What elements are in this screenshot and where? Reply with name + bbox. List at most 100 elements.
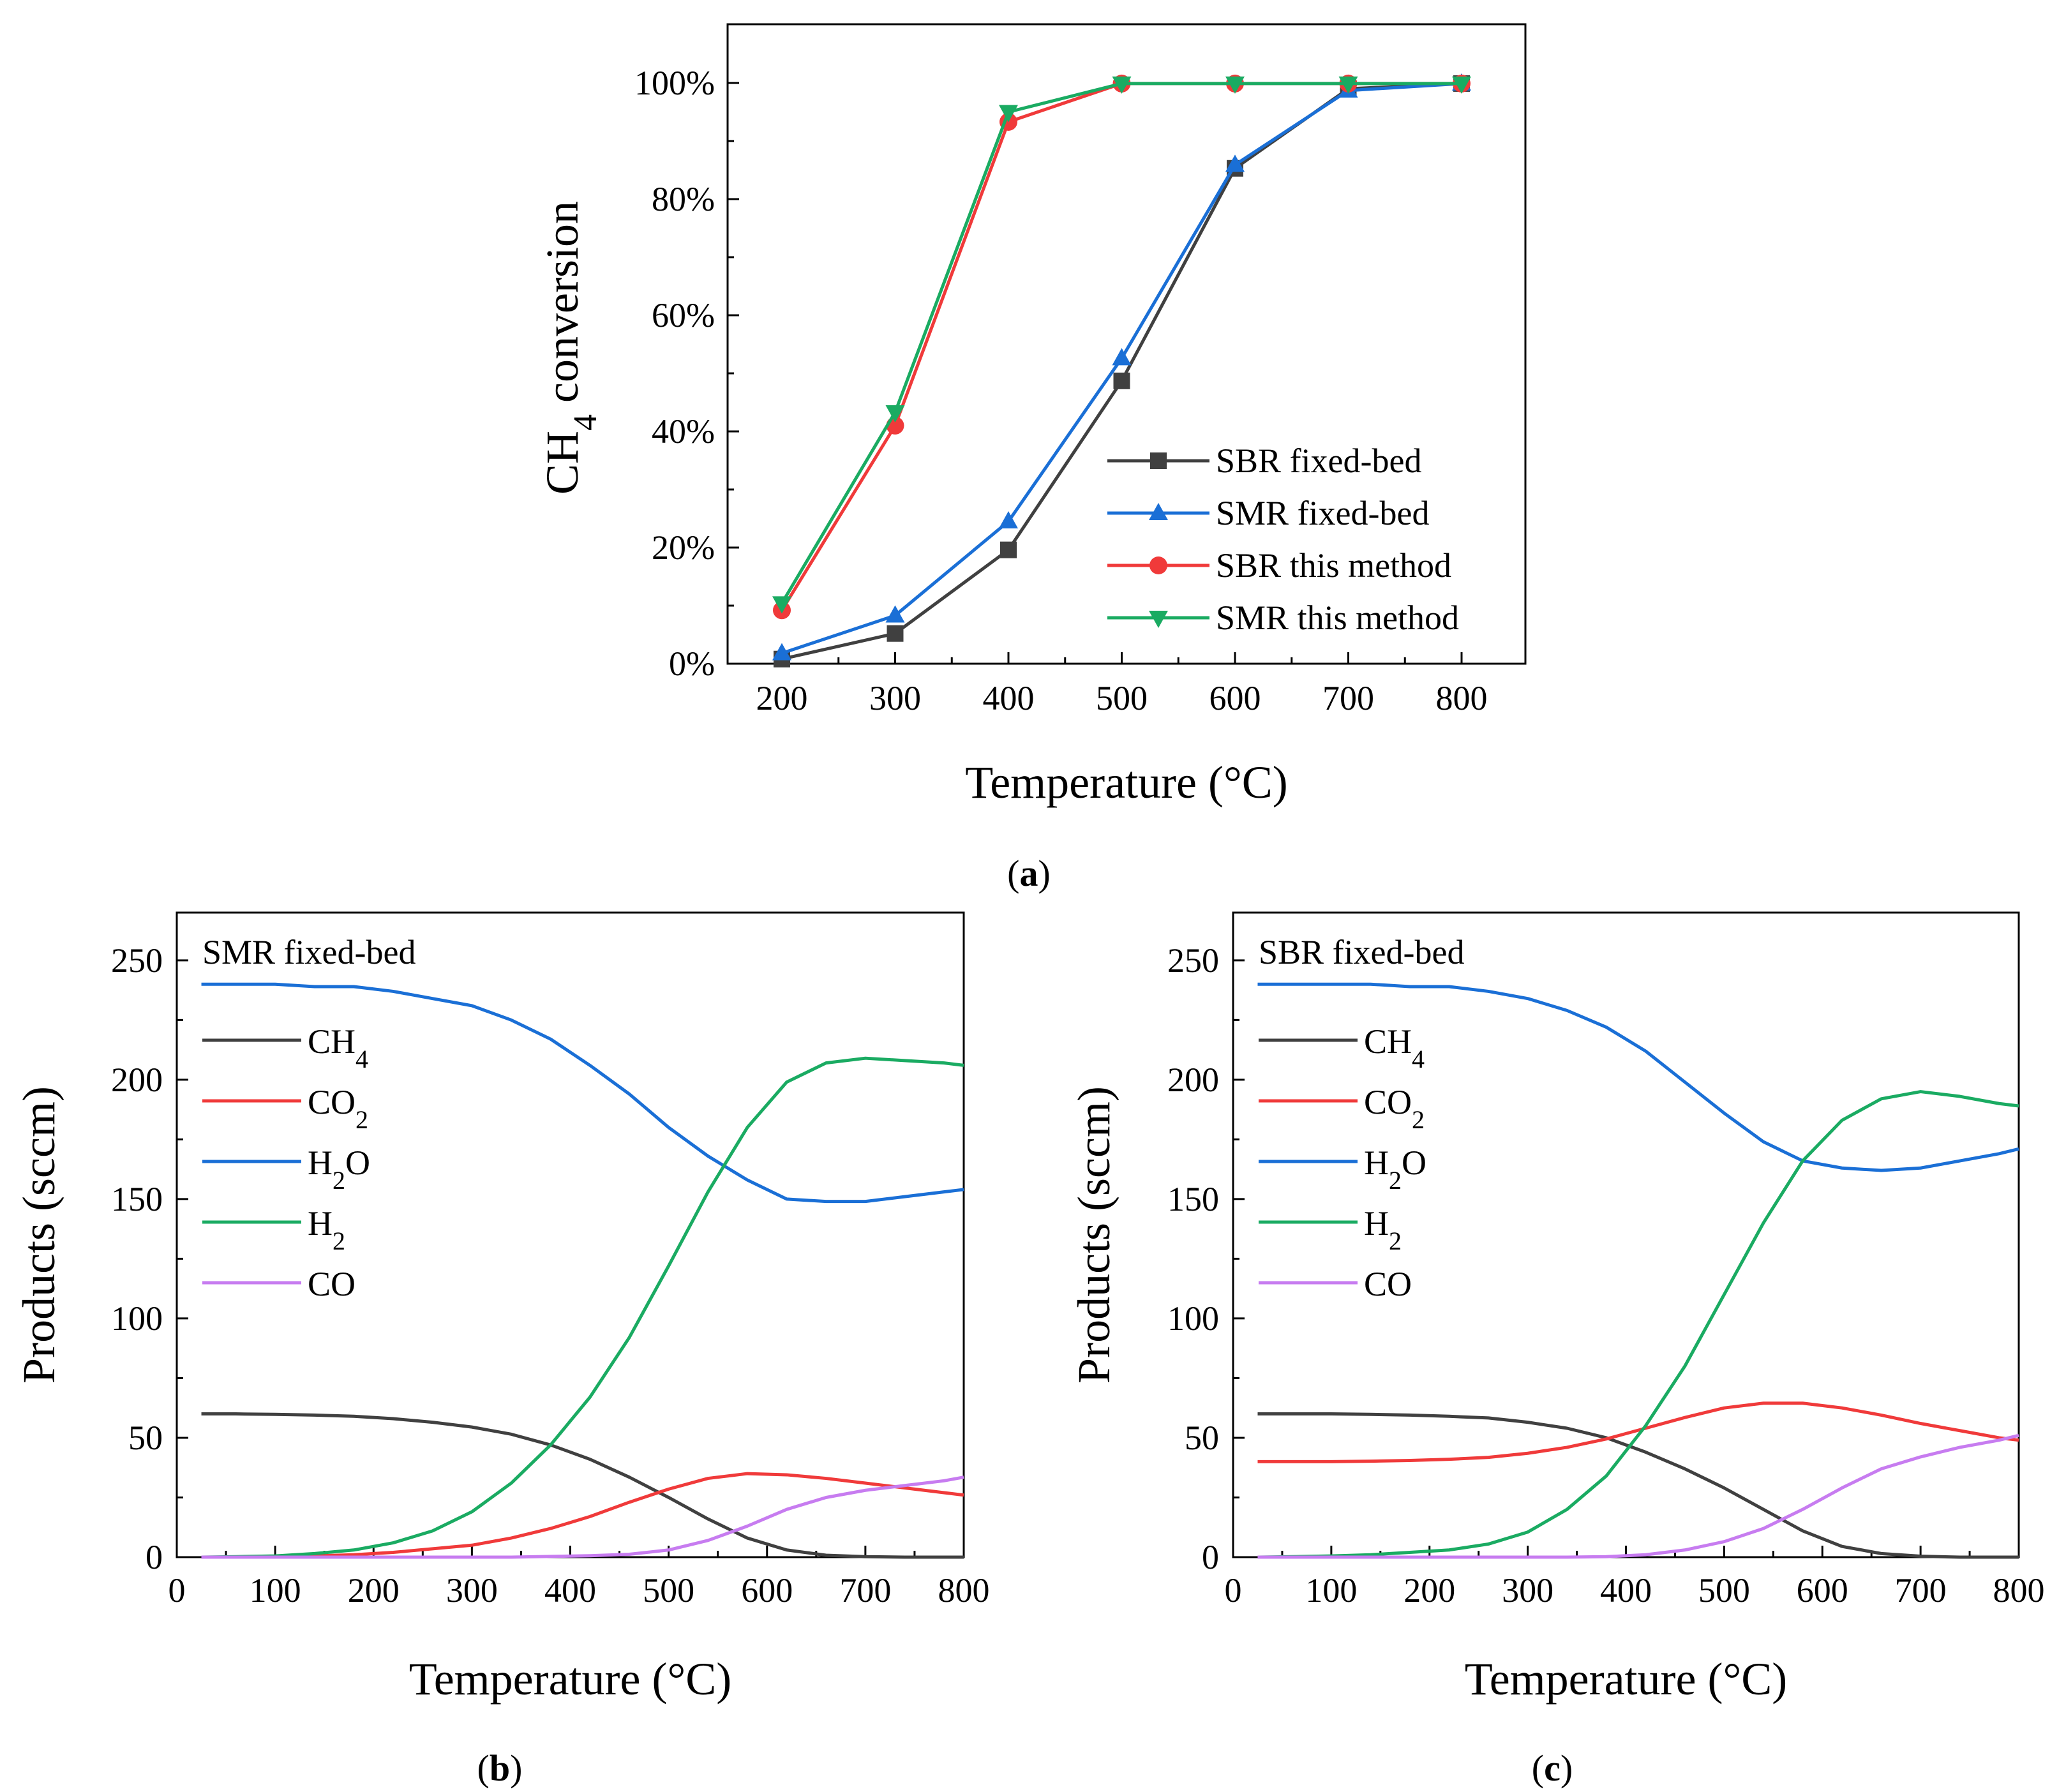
y-tick-label: 250 xyxy=(1167,941,1219,980)
y-tick-label: 0 xyxy=(146,1538,163,1576)
data-point-triangle-down xyxy=(1112,76,1132,94)
plot-title: SBR fixed-bed xyxy=(1259,933,1464,971)
legend-label: SMR fixed-bed xyxy=(1216,494,1429,532)
panel-a: 200 300 400 500 600 700 800 0% 20% 40% 60% 80% 100% T… xyxy=(537,23,1527,894)
legend-label: CH4 xyxy=(1364,1022,1425,1073)
legend-label: CO xyxy=(1364,1265,1412,1303)
x-tick-label: 800 xyxy=(1436,679,1488,717)
legend-label: CO xyxy=(308,1265,356,1303)
data-point-square xyxy=(1150,452,1167,469)
x-tick-label: 400 xyxy=(544,1571,596,1609)
y-tick-label: 150 xyxy=(1167,1180,1219,1218)
series-line xyxy=(1257,982,2019,1172)
plot-frame-a xyxy=(726,23,1527,665)
y-tick-label: 80% xyxy=(652,180,715,218)
data-point-square xyxy=(1113,372,1130,389)
x-tick-label: 300 xyxy=(446,1571,498,1609)
x-tick-label: 600 xyxy=(741,1571,793,1609)
y-tick-label: 100% xyxy=(634,64,715,102)
data-point-triangle-down xyxy=(1338,76,1358,94)
x-tick-label: 700 xyxy=(1895,1571,1947,1609)
series-line xyxy=(1257,1090,2019,1559)
series-h2 xyxy=(1257,1090,2019,1559)
x-tick-label: 300 xyxy=(1502,1571,1553,1609)
data-point-triangle-down xyxy=(1452,76,1471,94)
legend-label: SBR this method xyxy=(1216,546,1451,585)
x-axis-title: Temperature (°C) xyxy=(1465,1654,1788,1705)
y-axis-title: Products (sccm) xyxy=(13,1086,64,1384)
y-tick-label: 200 xyxy=(111,1061,163,1099)
series-line xyxy=(1257,1433,2019,1559)
legend-label: SMR this method xyxy=(1216,599,1459,637)
legend-a: SBR fixed-bed SMR fixed-bed SBR this metho… xyxy=(1107,442,1459,637)
data-point-triangle-up xyxy=(885,605,905,623)
x-tick-label: 800 xyxy=(1993,1571,2045,1609)
series-co xyxy=(201,1475,964,1559)
y-tick-label: 0% xyxy=(669,645,715,683)
y-tick-label: 150 xyxy=(111,1180,163,1218)
data-point-triangle-down xyxy=(1225,76,1245,94)
legend-label: H2 xyxy=(308,1204,345,1255)
x-axis-title: Temperature (°C) xyxy=(409,1654,732,1705)
y-tick-label: 50 xyxy=(128,1419,163,1457)
y-tick-label: 20% xyxy=(652,528,715,567)
x-tick-label: 500 xyxy=(1096,679,1148,717)
series-h2 xyxy=(201,1056,964,1559)
legend-label: SBR fixed-bed xyxy=(1216,442,1421,480)
legend-label: CH4 xyxy=(308,1022,368,1073)
x-tick-label: 600 xyxy=(1797,1571,1848,1609)
x-tick-label: 0 xyxy=(1225,1571,1242,1609)
series-h2o xyxy=(201,982,964,1204)
y-axis-title: CH4 conversion xyxy=(537,201,604,495)
series-co2 xyxy=(1257,1401,2019,1463)
series-line xyxy=(201,1475,964,1559)
data-point-triangle-down xyxy=(885,405,905,422)
series-line xyxy=(1257,1412,2019,1559)
data-point-circle xyxy=(1149,556,1167,574)
y-tick-label: 250 xyxy=(111,941,163,980)
caption-a: (a) xyxy=(1007,853,1051,894)
data-point-triangle-down xyxy=(999,105,1018,123)
series-line xyxy=(201,1472,964,1559)
series-co2 xyxy=(201,1472,964,1559)
legend: CH4 CO2 H2O H2 CO xyxy=(1259,1022,1426,1303)
data-point-triangle-up xyxy=(772,643,791,661)
legend-label: CO2 xyxy=(1364,1083,1425,1134)
y-tick-label: 50 xyxy=(1185,1419,1219,1457)
data-point-triangle-up xyxy=(999,511,1018,529)
y-tick-label: 200 xyxy=(1167,1061,1219,1099)
series-line xyxy=(201,1056,964,1559)
plot-title: SMR fixed-bed xyxy=(202,933,415,971)
series-line xyxy=(201,982,964,1204)
series-line xyxy=(1257,1401,2019,1463)
series-h2o xyxy=(1257,982,2019,1172)
series-line xyxy=(201,1412,964,1559)
x-tick-label: 300 xyxy=(869,679,921,717)
x-tick-label: 700 xyxy=(1322,679,1374,717)
series-ch4 xyxy=(1257,1412,2019,1559)
legend-label: H2O xyxy=(308,1144,370,1195)
data-point-triangle-up xyxy=(1112,348,1132,366)
panel-c: 0 100 200 300 400 500 600 700 800 0 50 100 150 200 250… xyxy=(1068,911,2045,1789)
legend-label: H2 xyxy=(1364,1204,1402,1255)
x-tick-label: 500 xyxy=(1698,1571,1750,1609)
x-tick-label: 200 xyxy=(756,679,808,717)
y-tick-label: 40% xyxy=(652,412,715,451)
y-tick-label: 60% xyxy=(652,296,715,334)
y-tick-label: 100 xyxy=(1167,1299,1219,1338)
x-tick-label: 0 xyxy=(168,1571,186,1609)
data-point-triangle-down xyxy=(772,596,791,614)
legend: CH4 CO2 H2O H2 CO xyxy=(202,1022,370,1303)
data-point-square xyxy=(887,625,904,642)
data-point-square xyxy=(1000,541,1017,558)
x-tick-label: 700 xyxy=(839,1571,891,1609)
legend-label: CO2 xyxy=(308,1083,368,1134)
data-point-triangle-up xyxy=(1149,503,1168,520)
x-tick-label: 200 xyxy=(348,1571,400,1609)
series-ch4 xyxy=(201,1412,964,1559)
y-axis-title: Products (sccm) xyxy=(1068,1086,1119,1384)
plot-frame xyxy=(176,911,965,1558)
caption: (c) xyxy=(1532,1747,1573,1789)
legend-label: H2O xyxy=(1364,1144,1426,1195)
